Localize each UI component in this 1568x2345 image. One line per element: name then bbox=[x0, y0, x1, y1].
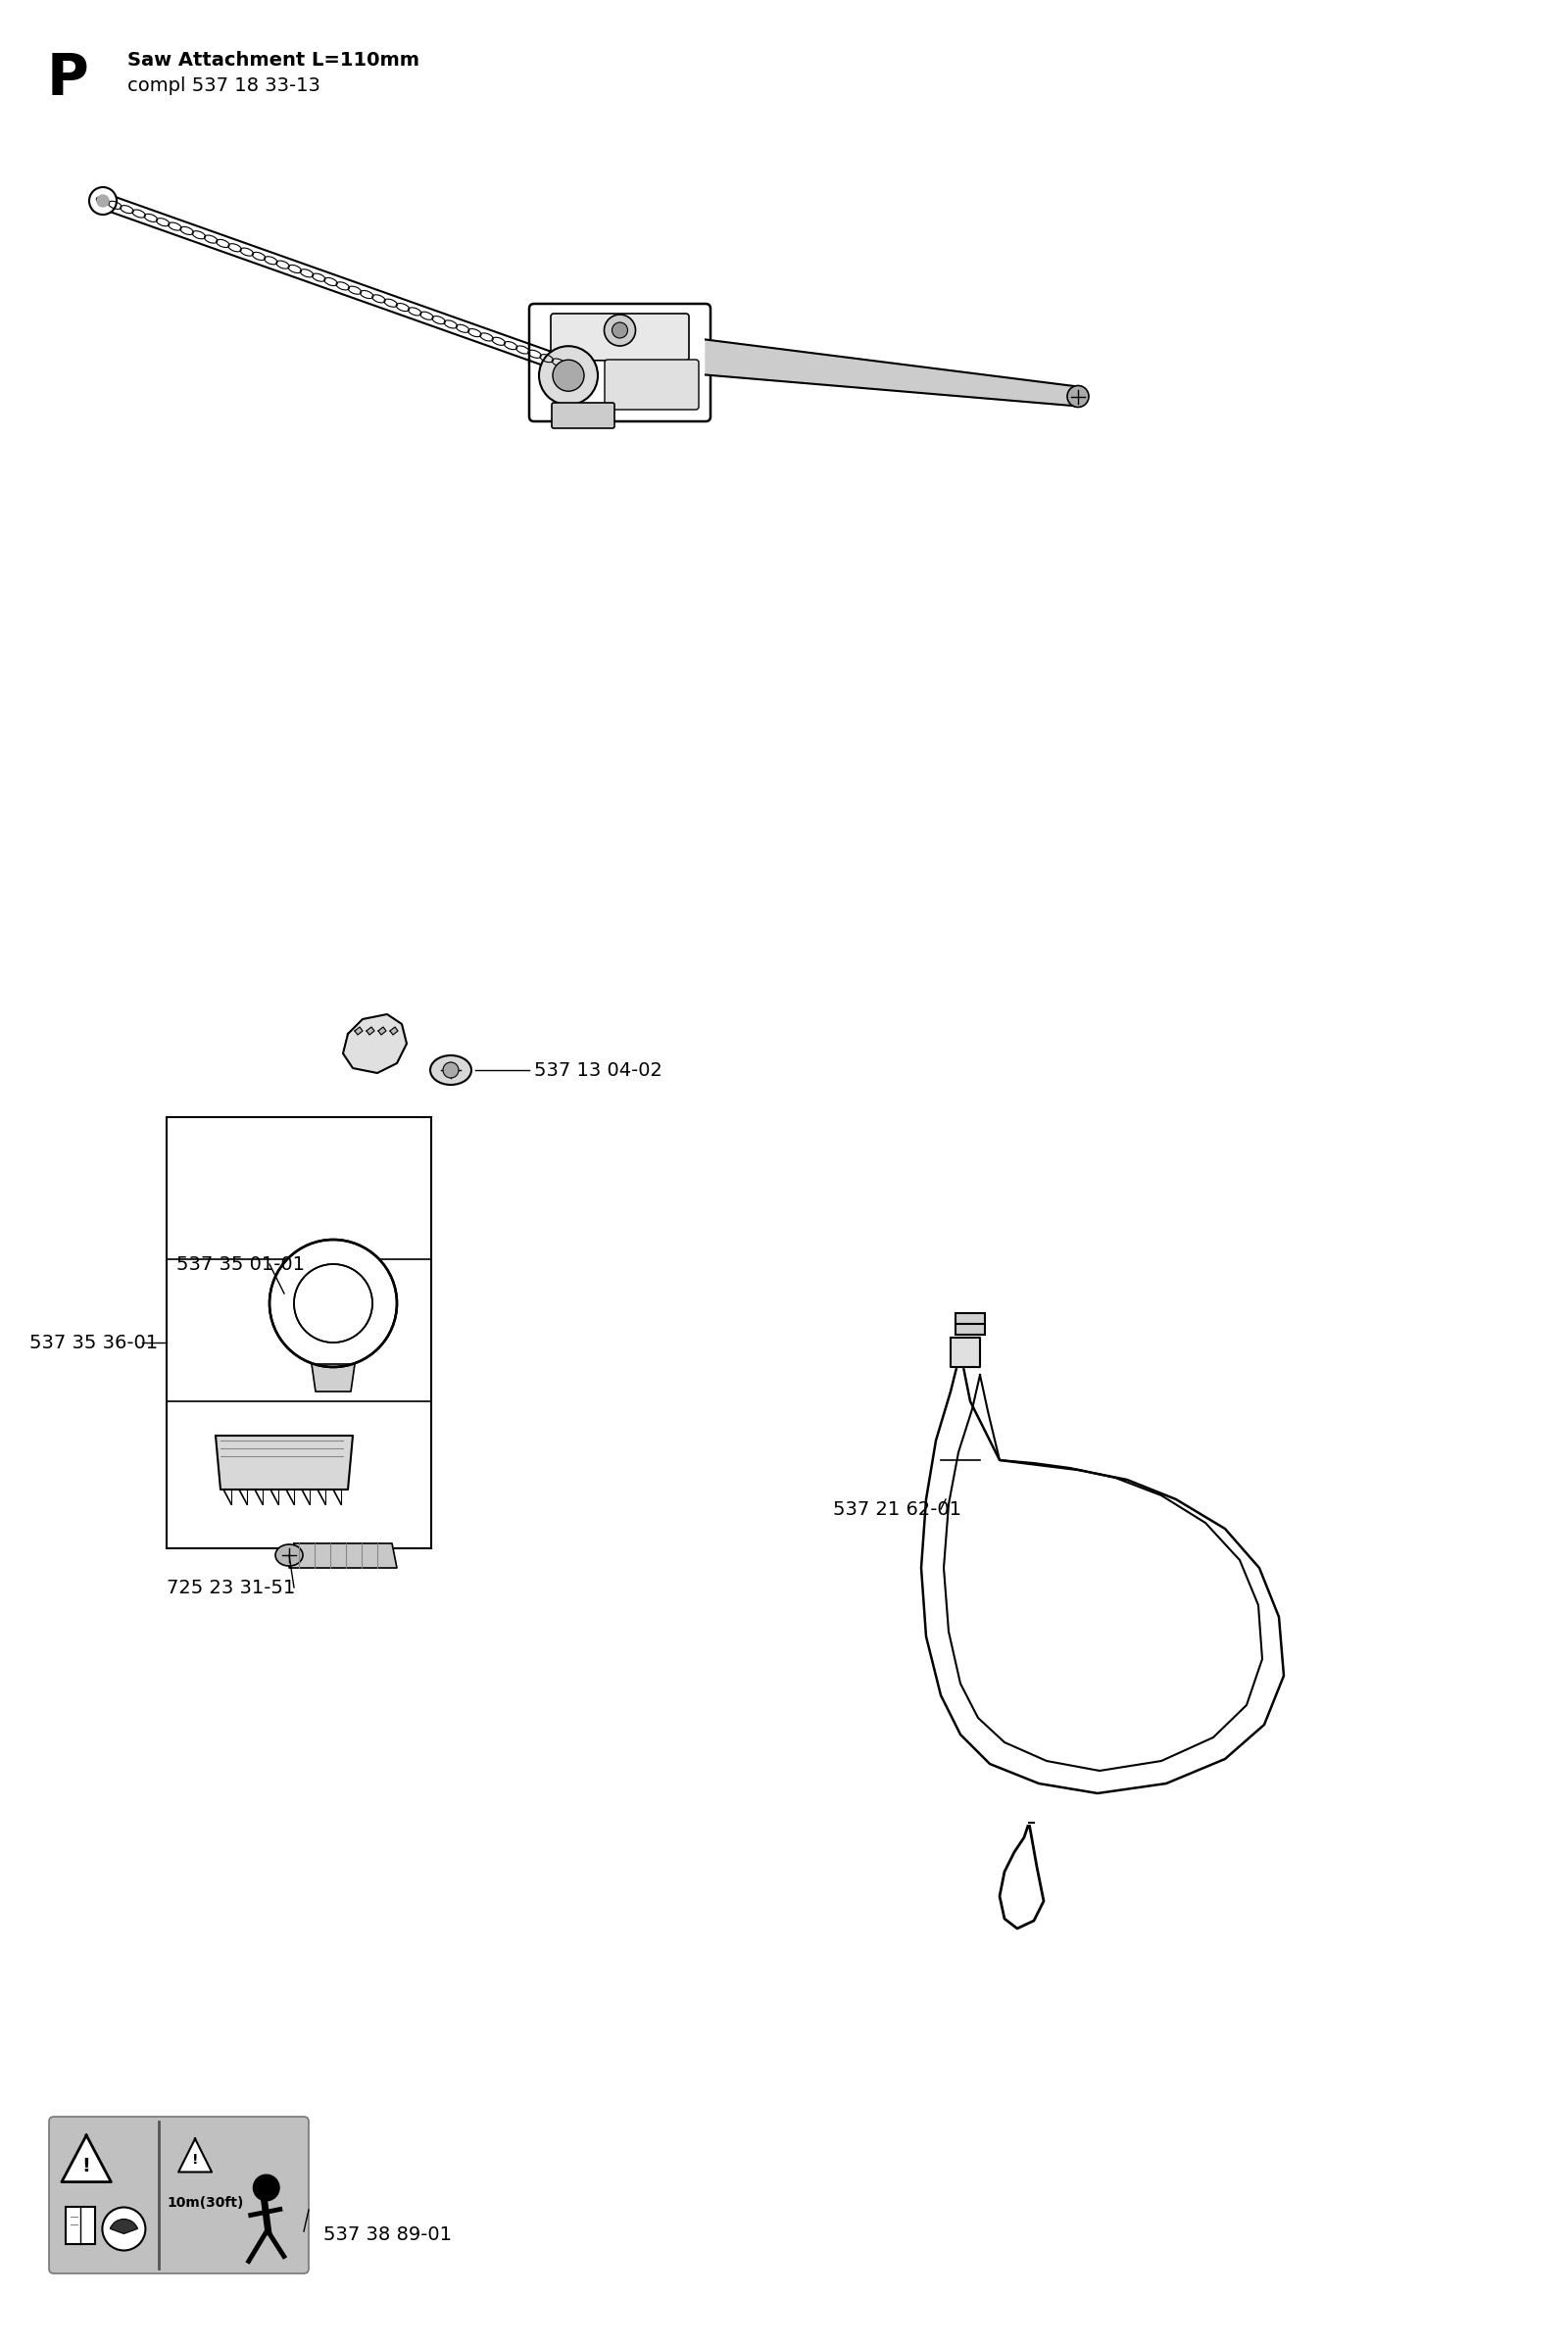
Text: 537 38 89-01: 537 38 89-01 bbox=[323, 2225, 452, 2244]
Polygon shape bbox=[378, 1027, 386, 1034]
Ellipse shape bbox=[430, 1055, 472, 1086]
Polygon shape bbox=[179, 2139, 212, 2171]
Text: 537 35 36-01: 537 35 36-01 bbox=[30, 1334, 158, 1351]
FancyBboxPatch shape bbox=[552, 403, 615, 429]
Text: P: P bbox=[47, 52, 89, 108]
Circle shape bbox=[89, 188, 116, 216]
Circle shape bbox=[539, 347, 597, 406]
Bar bbox=[955, 1313, 985, 1334]
Polygon shape bbox=[216, 1435, 353, 1489]
Polygon shape bbox=[312, 1365, 354, 1391]
Polygon shape bbox=[61, 2136, 111, 2181]
Bar bbox=[166, 1116, 431, 1548]
FancyBboxPatch shape bbox=[530, 305, 710, 422]
Circle shape bbox=[554, 359, 585, 392]
Text: 10m(30ft): 10m(30ft) bbox=[166, 2195, 243, 2209]
Text: 537 13 04-02: 537 13 04-02 bbox=[535, 1060, 662, 1079]
Text: 537 35 01-01: 537 35 01-01 bbox=[177, 1255, 304, 1273]
Text: !: ! bbox=[191, 2153, 198, 2167]
Text: !: ! bbox=[82, 2157, 91, 2176]
Text: Saw Attachment L=110mm: Saw Attachment L=110mm bbox=[127, 52, 420, 70]
Text: 725 23 31-51: 725 23 31-51 bbox=[166, 1578, 295, 1597]
Polygon shape bbox=[100, 195, 561, 371]
Circle shape bbox=[102, 2207, 146, 2251]
FancyBboxPatch shape bbox=[550, 314, 688, 361]
Polygon shape bbox=[390, 1027, 398, 1034]
Polygon shape bbox=[706, 340, 1079, 406]
Bar bbox=[66, 2207, 96, 2244]
Polygon shape bbox=[922, 1353, 1284, 1794]
Ellipse shape bbox=[1068, 385, 1088, 408]
Text: compl 537 18 33-13: compl 537 18 33-13 bbox=[127, 77, 320, 96]
Circle shape bbox=[612, 321, 627, 338]
Circle shape bbox=[270, 1241, 397, 1367]
Polygon shape bbox=[343, 1015, 406, 1074]
Ellipse shape bbox=[276, 1545, 303, 1566]
Circle shape bbox=[444, 1062, 459, 1079]
Circle shape bbox=[604, 314, 635, 347]
Polygon shape bbox=[367, 1027, 375, 1034]
Polygon shape bbox=[354, 1027, 362, 1034]
FancyBboxPatch shape bbox=[605, 359, 699, 410]
Polygon shape bbox=[289, 1543, 397, 1569]
Text: 537 21 62-01: 537 21 62-01 bbox=[833, 1501, 961, 1520]
Circle shape bbox=[252, 2174, 281, 2202]
Wedge shape bbox=[110, 2218, 138, 2235]
Circle shape bbox=[97, 195, 108, 206]
FancyBboxPatch shape bbox=[49, 2118, 309, 2272]
Polygon shape bbox=[950, 1337, 980, 1367]
